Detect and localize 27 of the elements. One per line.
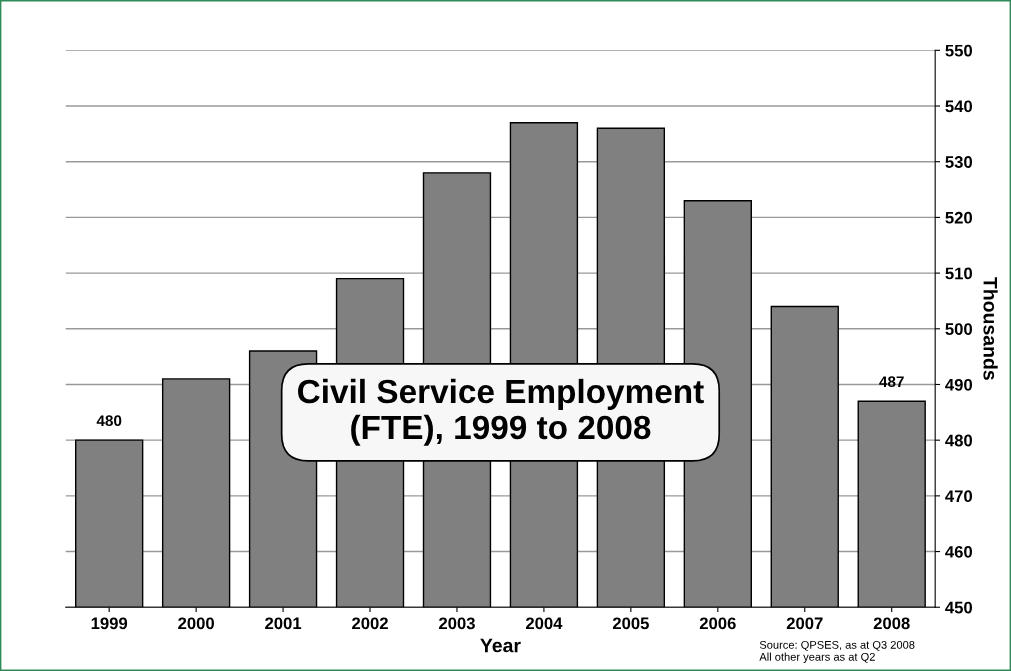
source-note: Source: QPSES, as at Q3 2008 All other years as at Q2 xyxy=(759,640,915,663)
y-tick-label: 490 xyxy=(945,378,973,391)
x-tick-label: 2001 xyxy=(265,617,302,630)
y-tick-label: 530 xyxy=(945,156,973,168)
x-tick-label: 2005 xyxy=(612,617,649,630)
x-tick-label: 2007 xyxy=(786,617,823,630)
y-tick-label: 500 xyxy=(945,323,973,335)
y-tick-label: 480 xyxy=(945,434,973,447)
data-label: 487 xyxy=(879,376,904,388)
data-label: 480 xyxy=(96,415,122,427)
x-tick-label: 2006 xyxy=(699,617,736,630)
y-tick-label: 470 xyxy=(945,490,973,503)
x-tick-label: 2008 xyxy=(873,617,910,630)
text: Civil Service Employment (FTE), 1999 to 2008 xyxy=(298,378,704,446)
x-tick-label: 2000 xyxy=(178,617,214,630)
x-axis-title: Year xyxy=(480,638,521,653)
y-axis-title: Thousands xyxy=(983,277,998,380)
x-tick-label: 2003 xyxy=(439,617,475,630)
y-tick-label: 450 xyxy=(945,601,973,614)
y-tick-label: 550 xyxy=(945,44,973,57)
x-tick-label: 2004 xyxy=(525,617,563,630)
y-tick-label: 510 xyxy=(945,267,973,280)
y-tick-label: 460 xyxy=(945,545,973,558)
y-tick-label: 540 xyxy=(945,100,973,113)
y-tick-label: 520 xyxy=(945,211,973,224)
x-tick-label: 2002 xyxy=(352,617,388,630)
x-tick-label: 1999 xyxy=(91,617,128,630)
